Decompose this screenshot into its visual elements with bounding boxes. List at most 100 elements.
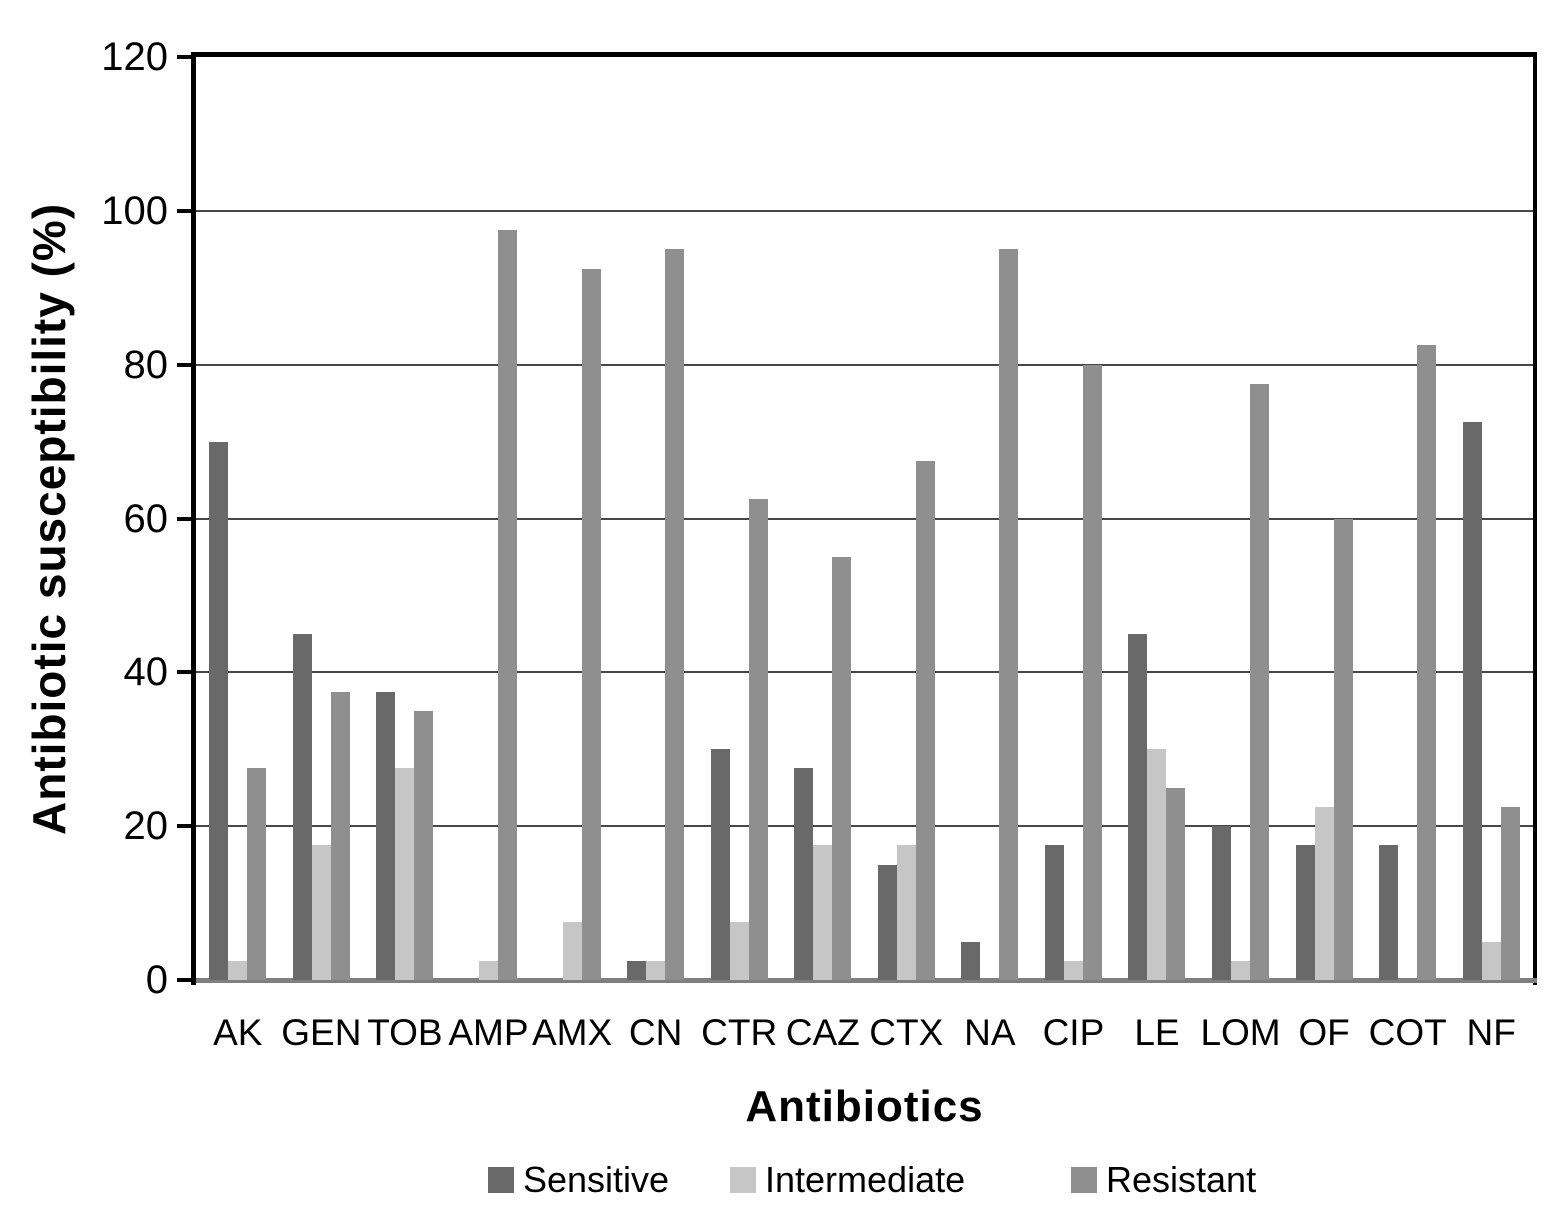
bar-GEN-intermediate xyxy=(311,845,331,980)
legend-swatch-intermediate xyxy=(730,1167,756,1193)
legend-label-resistant: Resistant xyxy=(1106,1159,1257,1200)
bar-CTX-intermediate xyxy=(896,845,916,980)
y-tick-mark-120 xyxy=(177,55,191,59)
bar-group-NA xyxy=(948,57,1032,980)
bar-CIP-resistant xyxy=(1082,364,1102,980)
x-label-OF: OF xyxy=(1298,1012,1350,1053)
legend-swatch-resistant xyxy=(1071,1167,1097,1193)
bar-CIP-sensitive xyxy=(1044,845,1064,980)
bar-CTR-resistant xyxy=(748,499,768,980)
bar-LOM-resistant xyxy=(1250,383,1270,980)
bar-CN-intermediate xyxy=(646,960,666,980)
bar-CAZ-intermediate xyxy=(813,845,833,980)
bar-group-NF xyxy=(1449,57,1533,980)
legend: Sensitive Intermediate Resistant xyxy=(0,1152,1550,1208)
x-label-LOM: LOM xyxy=(1200,1012,1281,1053)
bar-OF-resistant xyxy=(1333,518,1353,980)
bar-NF-sensitive xyxy=(1462,422,1482,980)
y-tick-mark-80 xyxy=(177,362,191,367)
bar-NA-resistant xyxy=(999,249,1019,980)
plot-border-top xyxy=(191,52,1537,57)
y-tick-label-20: 20 xyxy=(123,804,169,849)
y-tick-label-120: 120 xyxy=(101,35,168,79)
x-label-AMP: AMP xyxy=(448,1012,529,1053)
bar-group-GEN xyxy=(280,57,364,980)
bar-group-LE xyxy=(1115,57,1199,980)
bar-COT-sensitive xyxy=(1379,845,1399,980)
x-label-CTX: CTX xyxy=(869,1012,944,1053)
y-tick-label-40: 40 xyxy=(123,650,169,695)
bar-LE-intermediate xyxy=(1147,749,1167,980)
x-axis-labels: AK GEN TOB AMP AMX CN CTR CAZ CTX NA CIP LE LOM OF COT… xyxy=(196,1005,1533,1061)
y-tick-label-60: 60 xyxy=(123,496,169,541)
bar-AMX-resistant xyxy=(581,268,601,980)
x-label-NA: NA xyxy=(964,1012,1016,1053)
bar-group-LOM xyxy=(1199,57,1283,980)
bar-groups xyxy=(196,57,1533,980)
y-tick-mark-0 xyxy=(177,978,191,982)
bar-CTX-resistant xyxy=(915,460,935,980)
y-tick-label-0: 0 xyxy=(145,958,168,1002)
bar-AK-intermediate xyxy=(228,960,248,980)
bar-group-TOB xyxy=(363,57,447,980)
bar-CTX-sensitive xyxy=(877,864,897,980)
bar-LE-resistant xyxy=(1166,787,1186,980)
bar-NF-intermediate xyxy=(1481,941,1501,980)
gridline-80 xyxy=(196,363,1533,366)
bar-group-AMX xyxy=(530,57,614,980)
bar-OF-intermediate xyxy=(1314,806,1334,980)
bar-CTR-sensitive xyxy=(710,749,730,980)
bar-TOB-intermediate xyxy=(395,768,415,980)
bar-NF-resistant xyxy=(1500,806,1520,980)
bar-AMP-intermediate xyxy=(478,960,498,980)
x-axis-title: Antibiotics xyxy=(745,1082,984,1131)
bar-CN-resistant xyxy=(665,249,685,980)
y-tick-mark-100 xyxy=(177,208,191,213)
bar-group-CTR xyxy=(697,57,781,980)
bar-group-CTX xyxy=(865,57,949,980)
bar-TOB-resistant xyxy=(414,710,434,980)
x-axis-line xyxy=(196,978,1537,983)
bar-CIP-intermediate xyxy=(1063,960,1083,980)
bar-NA-sensitive xyxy=(961,941,981,980)
bar-AK-resistant xyxy=(247,768,267,980)
bar-COT-resistant xyxy=(1417,345,1437,980)
bar-CN-sensitive xyxy=(627,960,647,980)
bar-CTR-intermediate xyxy=(729,922,749,980)
bar-AMX-intermediate xyxy=(562,922,582,980)
bar-group-CAZ xyxy=(781,57,865,980)
x-label-LE: LE xyxy=(1134,1012,1180,1053)
y-tick-label-100: 100 xyxy=(101,188,168,233)
x-label-AMX: AMX xyxy=(531,1012,613,1053)
x-label-GEN: GEN xyxy=(281,1012,362,1053)
y-tick-label-80: 80 xyxy=(123,342,169,387)
bar-group-AK xyxy=(196,57,280,980)
x-label-CTR: CTR xyxy=(701,1012,778,1053)
bar-CAZ-resistant xyxy=(832,556,852,980)
x-label-NF: NF xyxy=(1466,1012,1516,1053)
x-label-COT: COT xyxy=(1368,1012,1447,1053)
x-label-CAZ: CAZ xyxy=(785,1012,860,1053)
legend-item-resistant: Resistant xyxy=(1071,1152,1256,1208)
bar-group-OF xyxy=(1282,57,1366,980)
bar-AK-sensitive xyxy=(209,441,229,980)
y-tick-mark-60 xyxy=(177,516,191,521)
x-label-CN: CN xyxy=(628,1012,683,1053)
bar-group-COT xyxy=(1366,57,1450,980)
y-tick-mark-40 xyxy=(177,670,191,675)
bar-CAZ-sensitive xyxy=(794,768,814,980)
legend-label-intermediate: Intermediate xyxy=(765,1159,966,1200)
gridline-40 xyxy=(196,671,1533,674)
x-label-CIP: CIP xyxy=(1042,1012,1105,1053)
bar-TOB-sensitive xyxy=(376,691,396,980)
gridline-60 xyxy=(196,517,1533,520)
bar-LE-sensitive xyxy=(1128,633,1148,980)
legend-label-sensitive: Sensitive xyxy=(523,1159,670,1200)
bar-AMP-resistant xyxy=(497,230,517,980)
legend-item-intermediate: Intermediate xyxy=(730,1152,965,1208)
bar-LOM-sensitive xyxy=(1212,826,1232,980)
bar-group-AMP xyxy=(447,57,531,980)
bar-group-CIP xyxy=(1032,57,1116,980)
bar-group-CN xyxy=(614,57,698,980)
